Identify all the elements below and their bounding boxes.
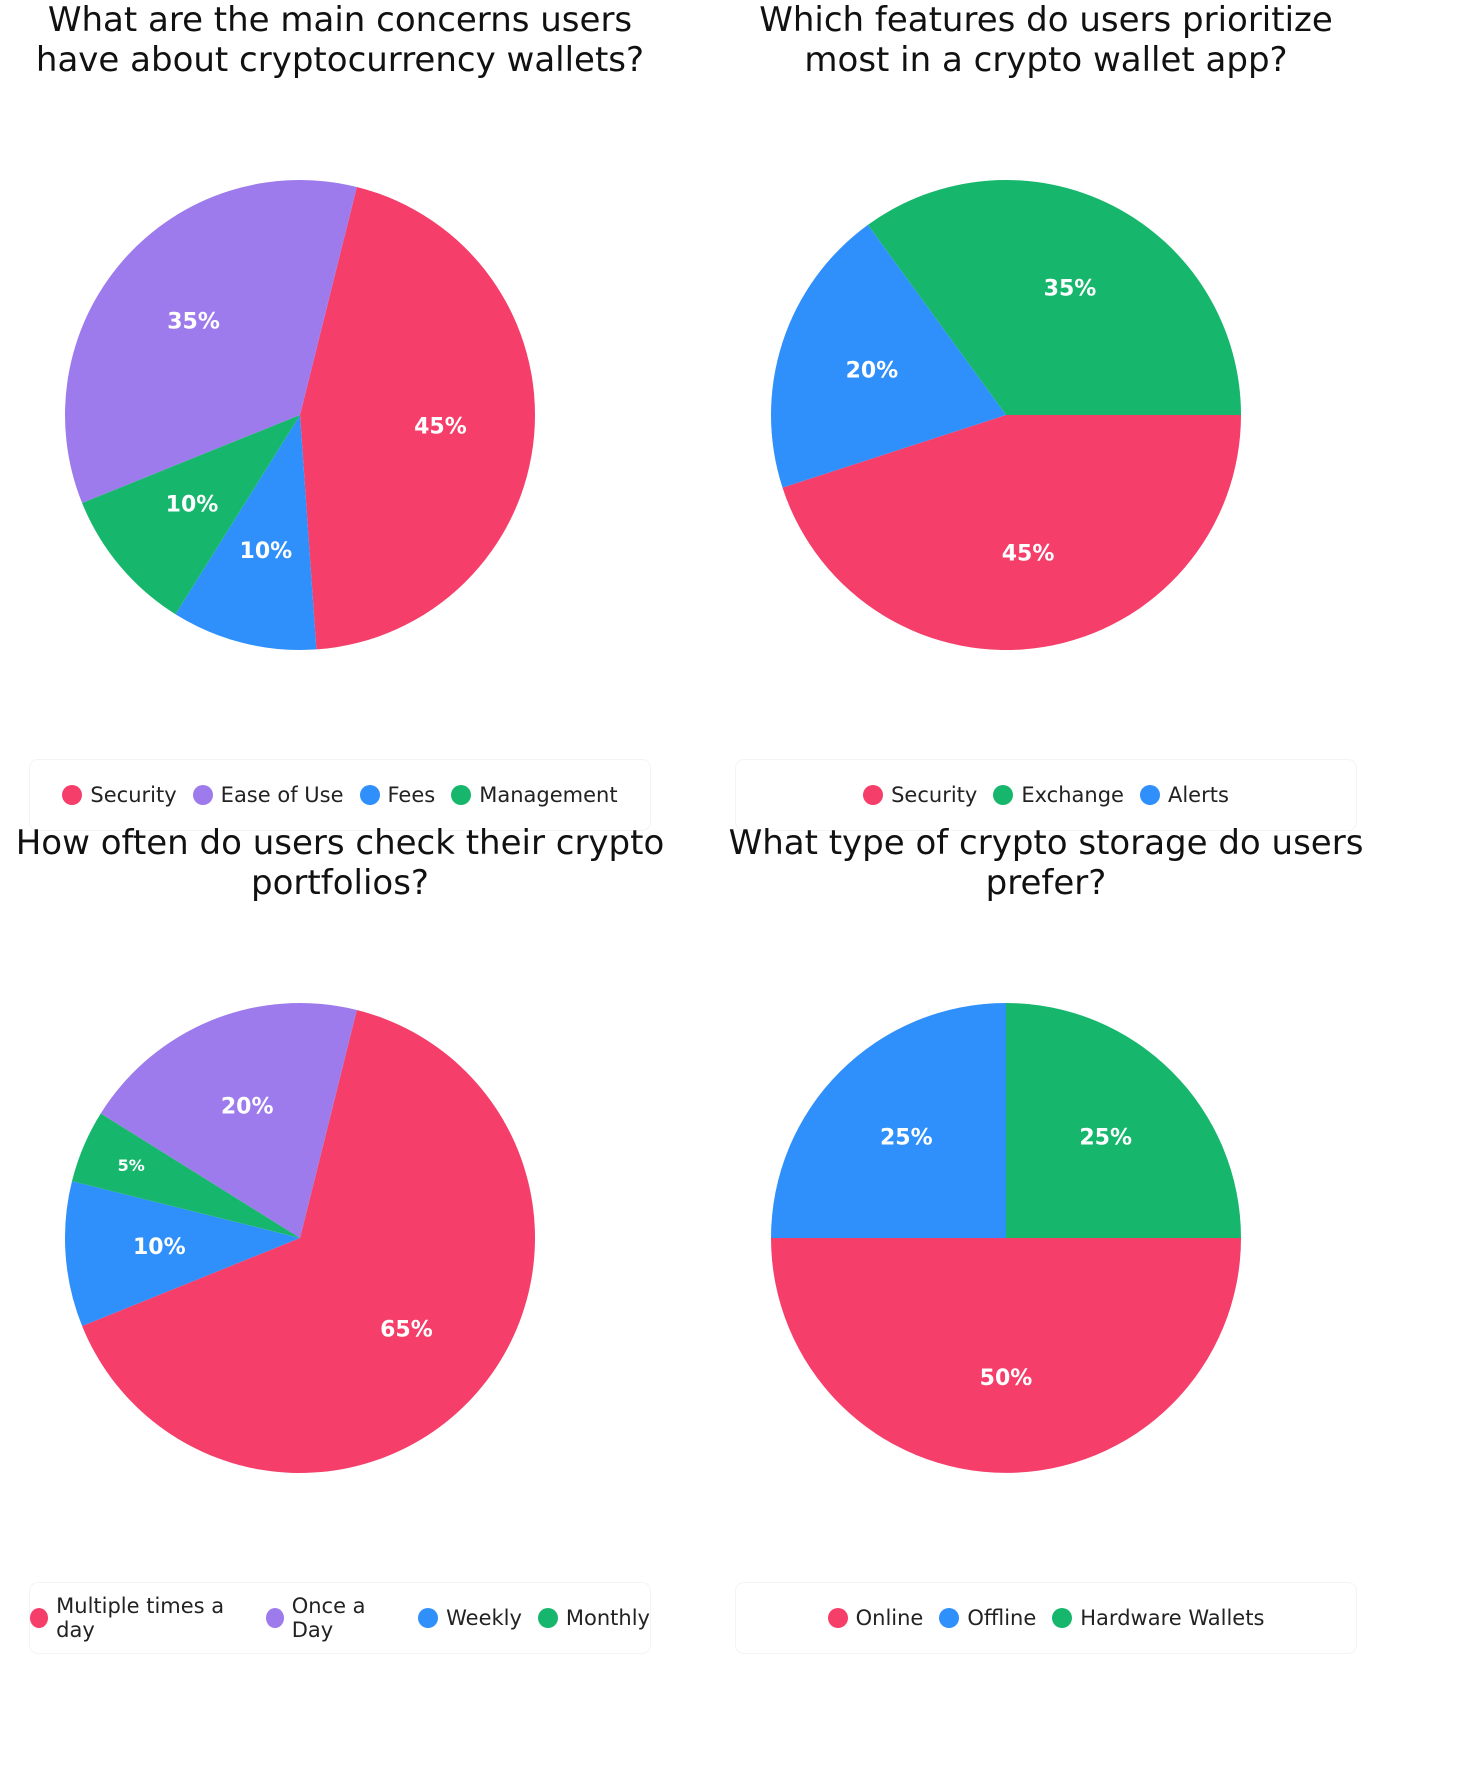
legend-swatch: [418, 1608, 439, 1628]
pie-slice-online: [771, 1238, 1241, 1473]
legend-label: Weekly: [446, 1606, 522, 1630]
legend-label: Ease of Use: [220, 783, 344, 807]
legend-swatch: [192, 785, 213, 805]
legend-label: Multiple times a day: [56, 1594, 225, 1642]
legend-label: Online: [855, 1606, 924, 1630]
slice-label: 10%: [166, 493, 219, 518]
legend-item: Security: [62, 783, 177, 807]
pie-slice-exchange: [867, 180, 1241, 415]
legend-swatch: [30, 1608, 49, 1628]
slice-label: 10%: [133, 1235, 186, 1260]
slice-label: 10%: [240, 539, 293, 564]
slice-label: 25%: [1079, 1125, 1132, 1150]
legend-label: Exchange: [1021, 783, 1124, 807]
pie-slice-offline: [771, 1003, 1006, 1238]
legend-label: Offline: [967, 1606, 1037, 1630]
chart-legend: Online Offline Hardware Wallets: [736, 1583, 1356, 1653]
chart-legend: Security Ease of Use Fees Management: [30, 760, 650, 830]
legend-label: Security: [90, 783, 177, 807]
pie-slice-multiple-times-a-day: [82, 1009, 536, 1473]
legend-item: Fees: [359, 783, 436, 807]
pie-slice-fees: [175, 415, 317, 650]
legend-item: Hardware Wallets: [1052, 1606, 1264, 1630]
slice-label: 45%: [1002, 541, 1055, 566]
pie-slice-ease-of-use: [65, 180, 357, 504]
legend-swatch: [1052, 1608, 1073, 1628]
chart-panel-storage: What type of crypto storage do users pre…: [716, 823, 1376, 1693]
legend-item: Once a Day: [265, 1594, 403, 1642]
legend-item: Online: [827, 1606, 924, 1630]
legend-swatch: [537, 1608, 558, 1628]
pie-chart: 50% 25% 25%: [771, 1003, 1241, 1473]
legend-swatch: [451, 785, 472, 805]
pie-slice-alerts: [771, 224, 1006, 488]
legend-item: Weekly: [418, 1606, 522, 1630]
legend-swatch: [265, 1608, 284, 1628]
legend-label: Management: [479, 783, 618, 807]
legend-item: Security: [863, 783, 977, 807]
slice-label: 50%: [980, 1366, 1033, 1391]
legend-item: Offline: [939, 1606, 1036, 1630]
chart-title: How often do users check their crypto po…: [15, 823, 665, 903]
legend-swatch: [993, 785, 1014, 805]
slice-label: 65%: [380, 1318, 433, 1343]
legend-swatch: [939, 1608, 960, 1628]
chart-legend: Security Exchange Alerts: [736, 760, 1356, 830]
legend-item: Monthly: [537, 1606, 650, 1630]
pie-chart: 45% 35% 10% 10%: [65, 180, 535, 650]
legend-item: Multiple times a day: [30, 1594, 250, 1642]
legend-item: Alerts: [1139, 783, 1229, 807]
slice-label: 5%: [118, 1156, 145, 1175]
chart-panel-concerns: What are the main concerns users have ab…: [10, 0, 670, 870]
legend-swatch: [827, 1608, 848, 1628]
pie-slice-hardware-wallets: [1006, 1003, 1241, 1238]
pie-slice-security: [782, 415, 1241, 650]
slice-label: 35%: [1044, 276, 1097, 301]
slice-label: 45%: [414, 414, 467, 439]
legend-swatch: [359, 785, 380, 805]
pie-chart: 45% 35% 20%: [771, 180, 1241, 650]
legend-swatch: [62, 785, 83, 805]
slice-label: 20%: [221, 1094, 274, 1119]
chart-title: What type of crypto storage do users pre…: [728, 823, 1364, 903]
pie-slice-management: [82, 415, 301, 615]
legend-item: Ease of Use: [192, 783, 344, 807]
legend-item: Management: [451, 783, 618, 807]
slice-label: 25%: [880, 1125, 933, 1150]
chart-legend: Multiple times a day Once a Day Weekly Mont…: [30, 1583, 650, 1653]
pie-slice-weekly: [65, 1181, 300, 1327]
legend-item: Exchange: [993, 783, 1124, 807]
chart-panel-features: Which features do users prioritize most …: [716, 0, 1376, 870]
chart-panel-frequency: How often do users check their crypto po…: [10, 823, 670, 1693]
chart-title: What are the main concerns users have ab…: [35, 0, 645, 80]
legend-label: Fees: [387, 783, 436, 807]
pie-slice-monthly: [71, 1113, 300, 1238]
legend-label: Security: [891, 783, 978, 807]
legend-swatch: [1139, 785, 1160, 805]
pie-slice-once-a-day: [100, 1003, 357, 1238]
chart-title: Which features do users prioritize most …: [759, 0, 1333, 80]
slice-label: 35%: [167, 309, 220, 334]
legend-label: Alerts: [1167, 783, 1229, 807]
legend-label: Hardware Wallets: [1080, 1606, 1265, 1630]
slice-label: 20%: [846, 358, 899, 383]
pie-slice-security: [300, 186, 535, 650]
legend-label: Monthly: [565, 1606, 650, 1630]
legend-swatch: [863, 785, 884, 805]
legend-label: Once a Day: [291, 1594, 366, 1642]
pie-chart: 65% 20% 10% 5%: [65, 1003, 536, 1473]
